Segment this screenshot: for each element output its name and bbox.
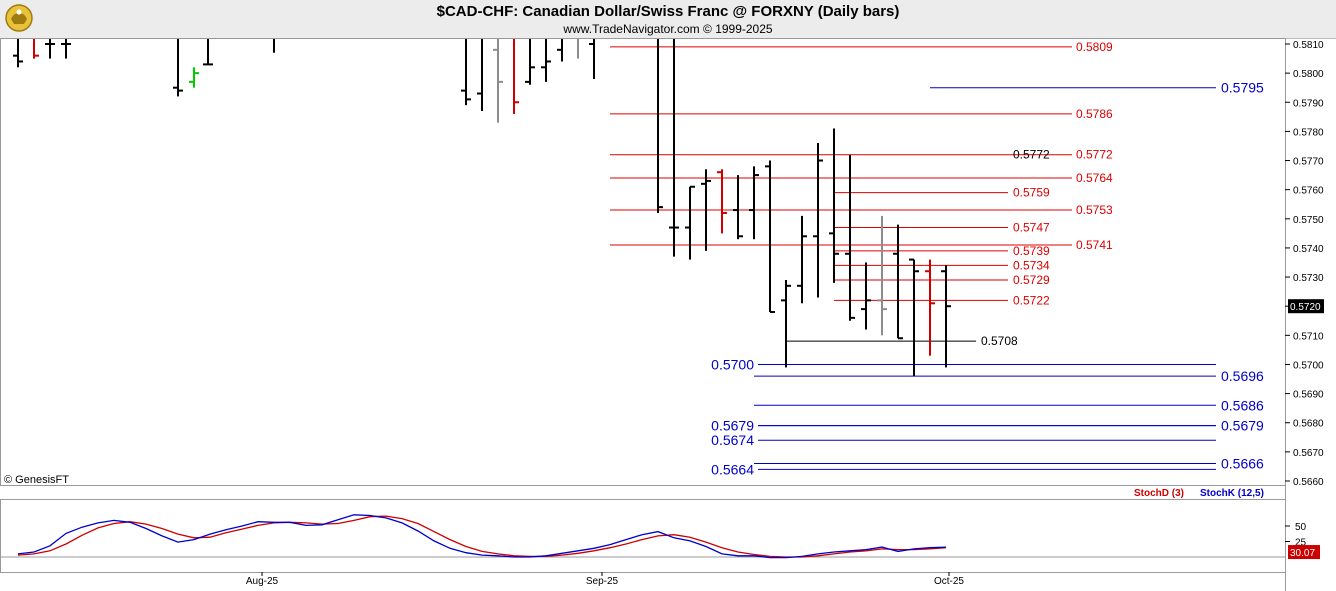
price-bar	[765, 160, 775, 314]
price-bar	[493, 39, 503, 123]
y-tick-label: 0.5790	[1293, 98, 1324, 109]
price-bar	[813, 143, 823, 298]
y-tick-label: 0.5780	[1293, 127, 1324, 138]
price-bar	[797, 215, 807, 304]
chart-title: $CAD-CHF: Canadian Dollar/Swiss Franc @ …	[436, 3, 900, 20]
chart-header: $CAD-CHF: Canadian Dollar/Swiss Franc @ …	[0, 0, 1336, 39]
price-bar	[513, 39, 519, 114]
level-label: 0.5700	[711, 356, 754, 372]
price-bar	[173, 39, 183, 97]
price-bar	[525, 39, 535, 85]
level-label: 0.5739	[1013, 244, 1050, 258]
y-tick-label: 0.5680	[1293, 419, 1324, 430]
y-tick-label: 0.5750	[1293, 215, 1324, 226]
price-panel	[0, 38, 1286, 486]
stoch-d-line	[17, 515, 947, 558]
price-bar	[657, 39, 663, 213]
price-bar	[877, 215, 887, 336]
level-label: 0.5722	[1013, 293, 1050, 307]
price-bar	[189, 67, 199, 88]
price-bar	[925, 259, 935, 356]
price-bar	[941, 265, 951, 368]
level-label: 0.5741	[1076, 238, 1113, 252]
level-label: 0.5786	[1076, 107, 1113, 121]
chart-subtitle: www.TradeNavigator.com © 1999-2025	[563, 22, 773, 36]
level-label: 0.5729	[1013, 273, 1050, 287]
level-label: 0.5795	[1221, 80, 1264, 96]
price-bar	[477, 39, 483, 112]
price-bar	[717, 169, 727, 234]
stoch-last-box	[1288, 545, 1320, 560]
level-label: 0.5747	[1013, 221, 1050, 235]
level-label: 0.5759	[1013, 186, 1050, 200]
level-label: 0.5686	[1221, 397, 1264, 413]
price-bar	[13, 39, 23, 68]
stoch-y-tick-label: 50	[1295, 522, 1307, 533]
copyright-label: © GenesisFT	[4, 474, 69, 486]
y-tick-label: 0.5710	[1293, 331, 1324, 342]
price-bar	[669, 39, 679, 257]
price-bar	[861, 262, 871, 330]
level-label: 0.5734	[1013, 258, 1050, 272]
last-price-label: 0.5720	[1290, 302, 1321, 313]
y-tick-label: 0.5670	[1293, 448, 1324, 459]
price-bar	[893, 224, 903, 340]
level-label: 0.5764	[1076, 171, 1113, 185]
level-label: 0.5696	[1221, 368, 1264, 384]
stoch-y-tick-label: 25	[1295, 538, 1307, 549]
legend-stoch-d: StochD (3)	[1134, 488, 1184, 499]
y-tick-label: 0.5800	[1293, 69, 1324, 80]
level-label: 0.5674	[711, 432, 754, 448]
y-tick-label: 0.5700	[1293, 360, 1324, 371]
level-label: 0.5772	[1076, 148, 1113, 162]
x-tick-label: Oct-25	[934, 576, 964, 587]
price-bar	[33, 39, 39, 59]
level-label: 0.5753	[1076, 203, 1113, 217]
price-bar	[541, 39, 551, 82]
stochastic-panel	[0, 499, 1286, 573]
price-bar	[557, 39, 563, 62]
y-tick-label: 0.5690	[1293, 390, 1324, 401]
price-bar	[781, 279, 791, 368]
price-bar	[733, 175, 743, 240]
price-bar	[829, 128, 839, 283]
level-label: 0.5809	[1076, 40, 1113, 54]
y-tick-label: 0.5810	[1293, 40, 1324, 51]
gold-bull-logo-icon[interactable]	[4, 3, 34, 33]
level-label: 0.5708	[981, 334, 1018, 348]
stoch-last-label: 30.07	[1290, 548, 1315, 559]
price-bar	[589, 39, 595, 79]
x-tick-label: Aug-25	[246, 576, 279, 587]
y-tick-label: 0.5660	[1293, 477, 1324, 488]
price-bar	[685, 185, 695, 260]
price-bar	[45, 39, 55, 59]
level-label: 0.5666	[1221, 456, 1264, 472]
price-bar	[61, 39, 71, 59]
level-label: 0.5664	[711, 461, 754, 477]
price-bar	[701, 169, 711, 251]
y-tick-label: 0.5770	[1293, 157, 1324, 168]
y-tick-label: 0.5760	[1293, 186, 1324, 197]
price-bar	[461, 39, 471, 106]
level-label: 0.5679	[711, 418, 754, 434]
price-bar	[909, 258, 919, 377]
price-bar	[203, 39, 213, 66]
y-tick-label: 0.5740	[1293, 244, 1324, 255]
stoch-k-line	[17, 514, 947, 559]
level-label: 0.5679	[1221, 418, 1264, 434]
last-price-box	[1288, 299, 1324, 314]
legend-stoch-k: StochK (12,5)	[1200, 488, 1264, 499]
y-tick-label: 0.5730	[1293, 273, 1324, 284]
x-tick-label: Sep-25	[586, 576, 619, 587]
price-bar	[845, 154, 855, 321]
price-bar	[749, 166, 759, 240]
level-label: 0.5772	[1013, 148, 1050, 162]
